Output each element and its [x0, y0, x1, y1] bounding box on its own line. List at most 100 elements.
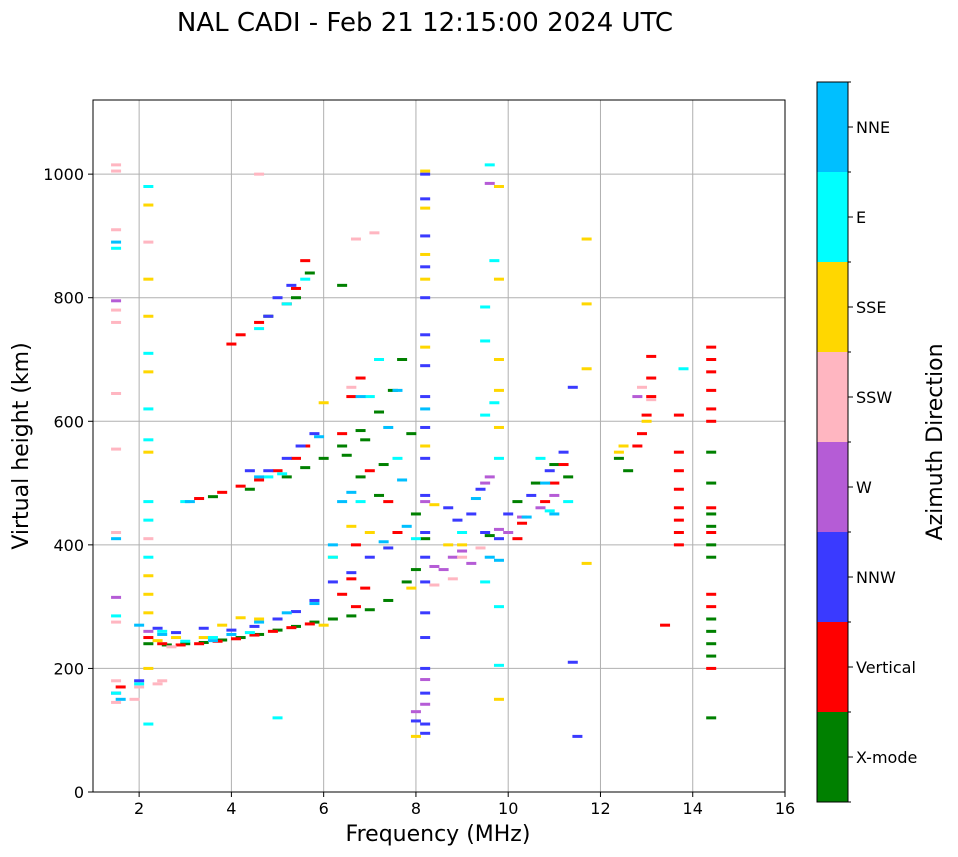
data-point: [346, 395, 357, 399]
data-point: [281, 475, 292, 479]
x-grid: [138, 100, 786, 792]
colorbar-swatch: [817, 442, 848, 532]
data-point: [420, 555, 431, 559]
data-point: [152, 626, 163, 630]
data-point: [673, 506, 684, 510]
data-point: [198, 636, 209, 640]
data-point: [364, 531, 375, 534]
data-point: [706, 642, 717, 646]
data-point: [111, 447, 122, 451]
data-point: [290, 296, 301, 300]
colorbar-label: Vertical: [856, 658, 916, 677]
data-point: [374, 358, 385, 361]
data-point: [337, 283, 348, 287]
data-point: [295, 444, 306, 448]
data-point: [346, 490, 357, 494]
data-point: [420, 277, 431, 281]
data-point: [337, 500, 348, 504]
data-point: [111, 163, 122, 167]
data-point: [493, 425, 504, 429]
data-point: [337, 432, 348, 436]
data-point: [143, 450, 154, 454]
data-point: [480, 531, 491, 534]
data-point: [143, 574, 154, 578]
data-point: [254, 327, 265, 331]
data-point: [318, 456, 329, 460]
data-point: [129, 697, 140, 701]
colorbar-swatch: [817, 712, 848, 802]
data-point: [397, 478, 408, 482]
data-point: [420, 691, 431, 695]
data-point: [493, 456, 504, 460]
data-point: [420, 731, 431, 735]
data-point: [364, 469, 375, 473]
data-point: [355, 475, 366, 479]
data-point: [143, 370, 154, 374]
data-point: [346, 385, 357, 389]
data-point: [567, 660, 578, 664]
data-point: [493, 537, 504, 541]
data-point: [489, 259, 500, 263]
data-point: [166, 645, 177, 649]
y-tick-label: 800: [53, 289, 84, 308]
data-point: [706, 592, 717, 596]
data-point: [410, 537, 421, 541]
data-point: [309, 432, 320, 436]
data-point: [392, 456, 403, 460]
data-point: [290, 286, 301, 290]
data-point: [484, 555, 495, 559]
data-point: [244, 469, 255, 473]
data-point: [309, 620, 320, 624]
data-point: [281, 302, 292, 306]
data-point: [157, 642, 168, 646]
data-point: [143, 438, 154, 442]
data-point: [660, 623, 671, 627]
data-point: [581, 302, 592, 306]
y-tick-label: 1000: [43, 165, 84, 184]
y-tick-label: 200: [53, 659, 84, 678]
data-point: [350, 237, 361, 241]
data-point: [480, 339, 491, 343]
data-point: [134, 685, 145, 689]
colorbar-swatch: [817, 262, 848, 352]
data-point: [143, 555, 154, 559]
plot-background: [93, 100, 785, 792]
data-point: [706, 666, 717, 670]
data-point: [410, 734, 421, 738]
data-point: [470, 497, 481, 501]
data-point: [706, 419, 717, 423]
data-point: [309, 602, 320, 606]
data-point: [521, 515, 532, 519]
data-point: [134, 623, 145, 627]
data-point: [480, 580, 491, 584]
colorbar-swatch: [817, 172, 848, 262]
colorbar-label: NNW: [856, 568, 896, 587]
data-point: [143, 537, 154, 541]
data-point: [572, 734, 583, 738]
data-point: [111, 240, 122, 244]
data-point: [493, 697, 504, 701]
data-point: [493, 663, 504, 667]
data-point: [249, 633, 260, 637]
data-point: [143, 314, 154, 318]
data-point: [420, 702, 431, 706]
data-point: [484, 163, 495, 167]
data-point: [263, 469, 274, 473]
data-point: [636, 432, 647, 436]
data-point: [272, 716, 283, 720]
data-point: [673, 487, 684, 491]
data-point: [171, 636, 182, 640]
data-point: [143, 407, 154, 411]
data-point: [318, 623, 329, 627]
data-point: [272, 617, 283, 621]
data-point: [512, 500, 523, 504]
data-point: [175, 643, 186, 647]
data-point: [194, 497, 205, 501]
series-e: [111, 163, 689, 726]
data-point: [678, 367, 689, 371]
data-point: [549, 463, 560, 467]
x-axis-label: Frequency (MHz): [346, 822, 531, 847]
data-point: [489, 401, 500, 405]
data-point: [443, 543, 454, 547]
data-point: [392, 388, 403, 392]
